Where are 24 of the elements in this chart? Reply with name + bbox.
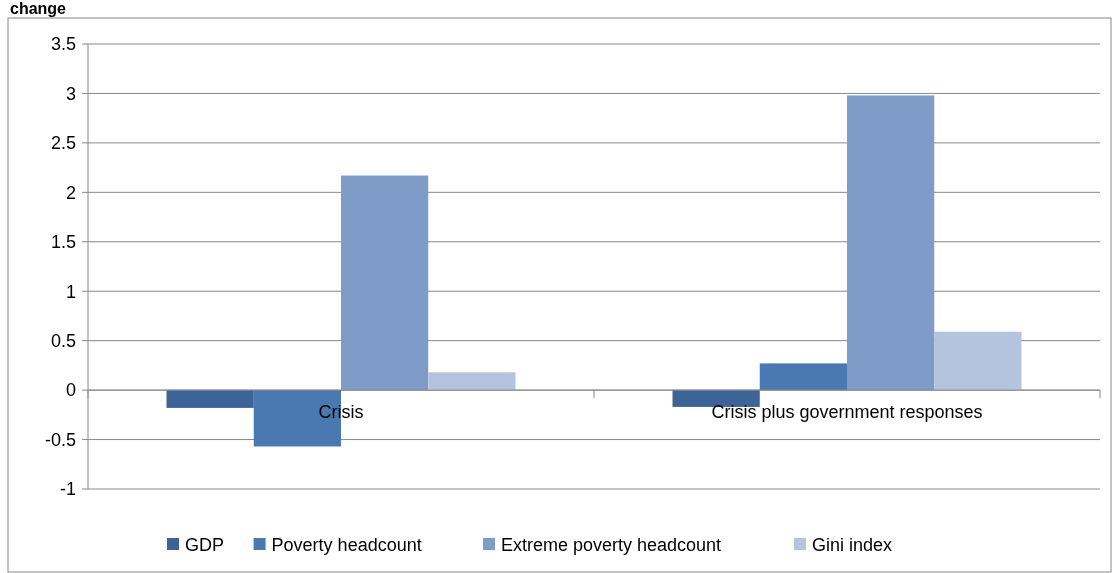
bar: [672, 390, 760, 407]
y-tick-label: 1: [65, 281, 76, 302]
x-tick-label: Crisis: [318, 402, 364, 423]
bar: [428, 372, 516, 391]
y-tick-label: 0.5: [50, 330, 76, 351]
bar: [759, 363, 847, 391]
bar: [934, 331, 1022, 391]
bar: [847, 95, 935, 391]
legend-label: Extreme poverty headcount: [501, 535, 722, 556]
chart-title: change: [10, 0, 67, 17]
legend-label: Poverty headcount: [271, 535, 422, 556]
x-tick-label: Crisis plus government responses: [711, 402, 983, 423]
y-tick-label: 2.5: [50, 133, 76, 154]
y-tick-label: 3: [65, 83, 76, 104]
bar: [341, 175, 429, 391]
y-tick-label: 3.5: [50, 34, 76, 55]
y-tick-label: -0.5: [44, 429, 76, 450]
legend-label: Gini index: [812, 535, 893, 556]
legend-label: GDP: [185, 535, 225, 556]
y-tick-label: -1: [59, 479, 76, 500]
bar: [166, 390, 254, 408]
y-tick-label: 2: [65, 182, 76, 203]
y-tick-label: 1.5: [50, 232, 76, 253]
y-tick-label: 0: [65, 380, 76, 401]
